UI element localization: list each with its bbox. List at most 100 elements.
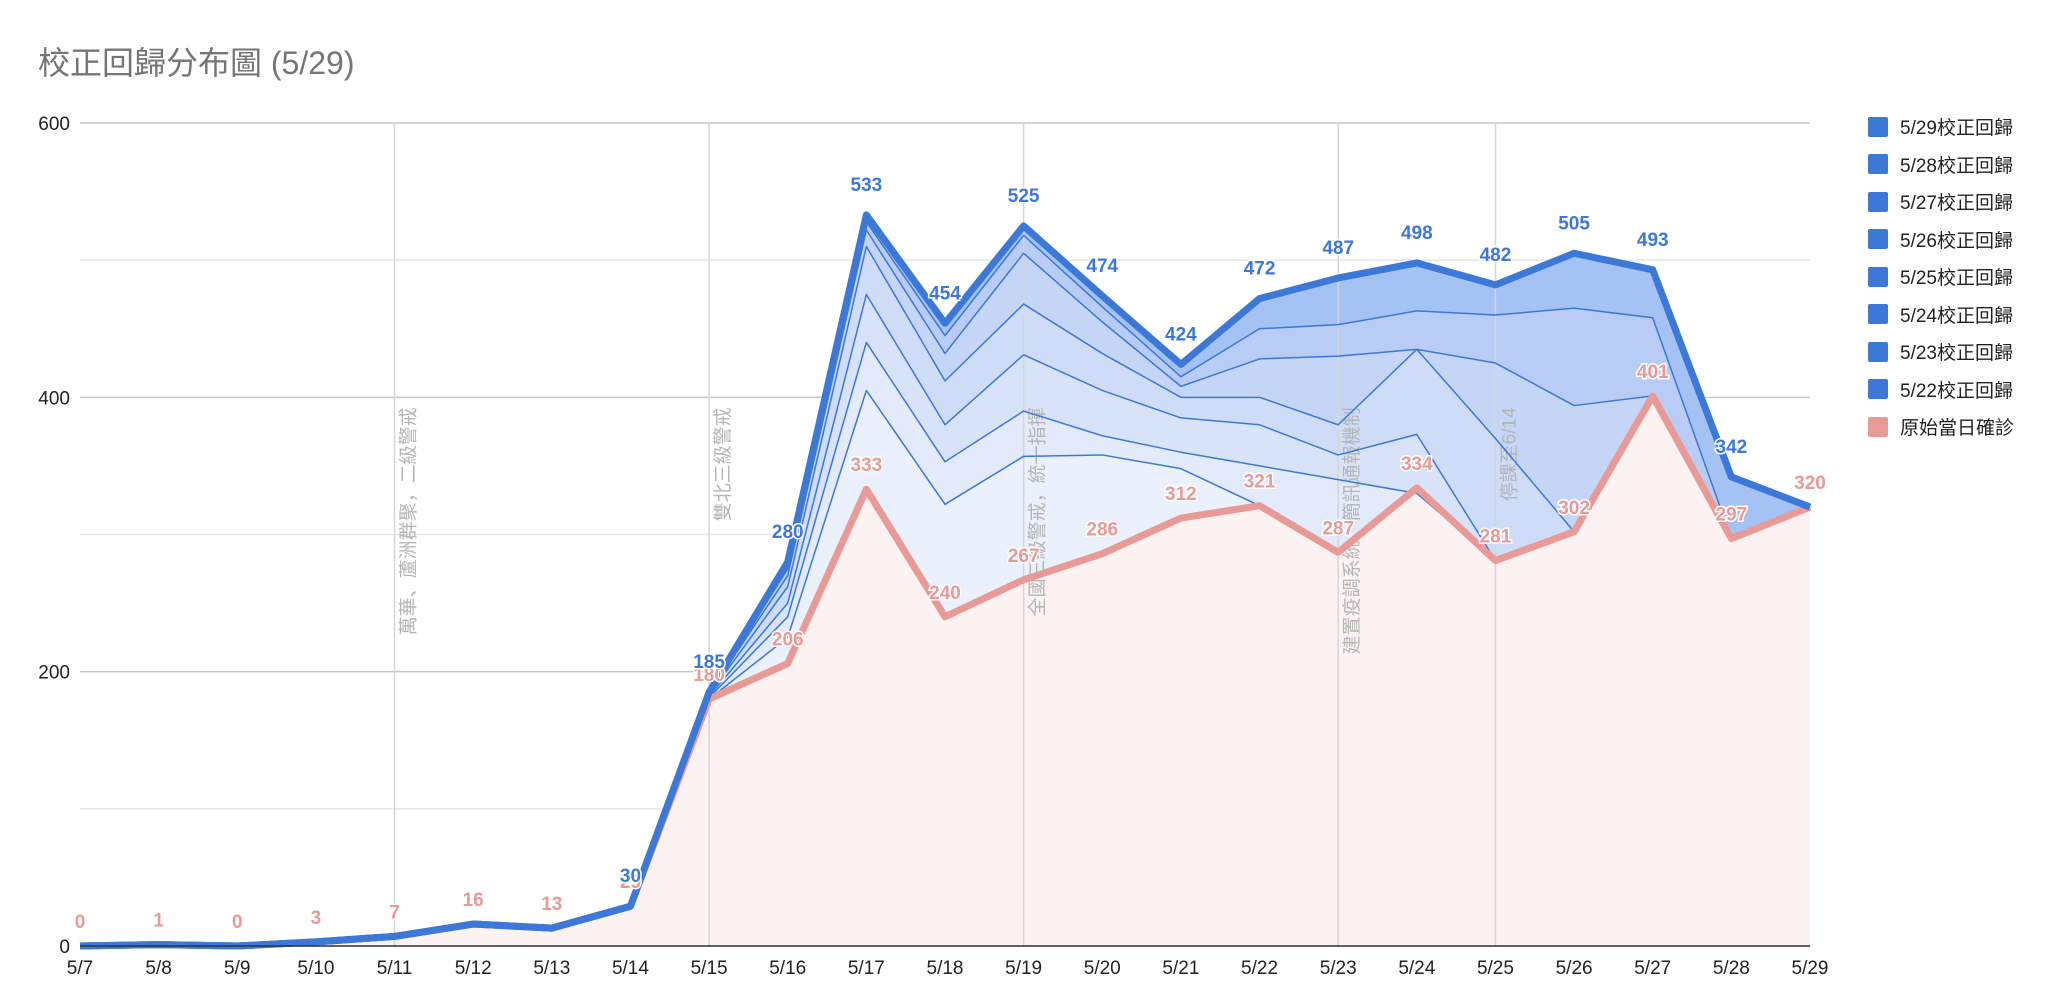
legend-label: 5/29校正回歸 [1900, 118, 2013, 140]
data-label-corrected: 533 [851, 175, 883, 196]
legend-swatch [1868, 116, 1888, 137]
x-tick-label: 5/14 [612, 958, 649, 979]
chart-title: 校正回歸分布圖 (5/29) [38, 45, 355, 81]
x-tick-label: 5/19 [1005, 958, 1042, 979]
data-label-original: 312 [1165, 484, 1197, 505]
y-tick-label: 0 [59, 937, 70, 958]
legend-label: 5/22校正回歸 [1900, 380, 2013, 402]
legend-label: 5/26校正回歸 [1900, 230, 2013, 252]
corrected-line-early [79, 902, 632, 950]
x-tick-label: 5/10 [297, 958, 334, 979]
legend-swatch [1868, 379, 1888, 400]
legend-item: 5/29校正回歸 [1868, 108, 2014, 146]
x-tick-label: 5/18 [927, 958, 964, 979]
data-label-original: 286 [1086, 520, 1118, 541]
legend-swatch [1868, 416, 1888, 437]
x-tick-label: 5/12 [455, 958, 492, 979]
legend-item: 5/25校正回歸 [1868, 258, 2014, 296]
legend-item: 5/27校正回歸 [1868, 183, 2014, 221]
data-label-original: 287 [1322, 518, 1354, 539]
x-tick-label: 5/24 [1398, 958, 1435, 979]
data-label-corrected: 482 [1480, 245, 1512, 266]
annotation-text: 全國三級警戒，統一指揮 [1027, 407, 1049, 616]
x-tick-label: 5/8 [145, 958, 171, 979]
legend-label: 原始當日確診 [1900, 418, 2015, 440]
x-tick-label: 5/27 [1634, 958, 1671, 979]
data-label-original: 1 [153, 911, 164, 932]
annotation-text: 雙北三級警戒 [712, 407, 734, 521]
data-label-original: 320 [1794, 473, 1826, 494]
data-label-corrected: 525 [1008, 186, 1040, 207]
data-label-original: 180 [693, 665, 725, 686]
legend-item: 5/23校正回歸 [1868, 333, 2014, 371]
data-label-corrected: 424 [1165, 324, 1197, 345]
legend: 5/29校正回歸 5/28校正回歸 5/27校正回歸 5/26校正回歸 5/25校正回歸… [1868, 108, 2014, 446]
data-label-corrected: 280 [772, 522, 804, 543]
data-label-original: 401 [1637, 362, 1669, 383]
x-tick-label: 5/11 [377, 958, 413, 979]
data-label-corrected: 185 [693, 652, 725, 673]
legend-label: 5/23校正回歸 [1900, 343, 2013, 365]
data-label-corrected: 472 [1244, 259, 1276, 280]
annotations: 萬華、蘆洲群聚，二級警戒 雙北三級警戒 全國三級警戒，統一指揮 建置疫調系統、簡訊通報… [393, 123, 1520, 946]
annotation-text: 建置疫調系統、簡訊通報機制 [1341, 407, 1363, 654]
axes: 0 200 400 600 5/7 5/8 5/9 5/10 5/11 5/12 5/13 5/14 5… [38, 114, 1828, 979]
data-labels: 0 1 0 3 7 16 13 29 180 206 333 240 267 286 312 321 287 33… [73, 173, 1827, 934]
data-label-corrected: 474 [1086, 256, 1118, 277]
x-tick-label: 5/28 [1713, 958, 1750, 979]
data-label-original: 3 [311, 908, 322, 929]
x-tick-label: 5/16 [769, 958, 806, 979]
data-label-original: 7 [389, 902, 400, 923]
legend-swatch [1868, 266, 1888, 287]
legend-swatch [1868, 229, 1888, 250]
legend-label: 5/24校正回歸 [1900, 305, 2013, 327]
data-label-original: 267 [1008, 546, 1040, 567]
legend-item: 原始當日確診 [1868, 408, 2014, 446]
x-tick-label: 5/9 [224, 958, 250, 979]
data-label-corrected: 505 [1558, 213, 1590, 234]
legend-item: 5/26校正回歸 [1868, 221, 2014, 259]
annotation-text: 萬華、蘆洲群聚，二級警戒 [398, 407, 420, 635]
y-tick-label: 400 [38, 388, 70, 409]
x-tick-label: 5/15 [691, 958, 728, 979]
data-label-original: 297 [1716, 505, 1748, 526]
legend-item: 5/24校正回歸 [1868, 296, 2014, 334]
x-tick-label: 5/23 [1320, 958, 1357, 979]
x-tick-label: 5/21 [1162, 958, 1199, 979]
data-label-original: 333 [851, 455, 883, 476]
x-tick-label: 5/26 [1556, 958, 1593, 979]
data-label-original: 0 [232, 912, 243, 933]
x-tick-label: 5/7 [67, 958, 93, 979]
x-tick-label: 5/13 [533, 958, 570, 979]
data-label-corrected: 454 [929, 283, 961, 304]
data-label-original: 240 [929, 583, 961, 604]
legend-item: 5/22校正回歸 [1868, 371, 2014, 409]
legend-item: 5/28校正回歸 [1868, 146, 2014, 184]
data-label-original: 321 [1244, 472, 1276, 493]
area-original [80, 395, 1810, 946]
legend-swatch [1868, 341, 1888, 362]
area-fills [80, 214, 1810, 947]
data-label-original: 281 [1480, 527, 1512, 548]
data-label-corrected: 30 [620, 866, 641, 887]
data-label-original: 0 [75, 912, 86, 933]
data-label-original: 16 [463, 890, 484, 911]
series-lines [79, 211, 1812, 950]
area-chart: 萬華、蘆洲群聚，二級警戒 雙北三級警戒 全國三級警戒，統一指揮 建置疫調系統、簡訊通報… [38, 114, 1828, 979]
data-label-original: 13 [541, 894, 562, 915]
data-label-original: 29 [620, 872, 641, 893]
x-tick-label: 5/20 [1084, 958, 1121, 979]
legend-label: 5/28校正回歸 [1900, 155, 2013, 177]
legend-label: 5/25校正回歸 [1900, 268, 2013, 290]
legend-swatch [1868, 304, 1888, 325]
x-tick-label: 5/25 [1477, 958, 1514, 979]
x-tick-label: 5/22 [1241, 958, 1278, 979]
data-label-original: 302 [1558, 498, 1590, 519]
data-label-corrected: 487 [1322, 238, 1354, 259]
legend-swatch [1868, 154, 1888, 175]
y-tick-label: 600 [38, 114, 70, 135]
legend-label: 5/27校正回歸 [1900, 193, 2013, 215]
data-label-corrected: 498 [1401, 223, 1433, 244]
data-label-original: 334 [1401, 454, 1433, 475]
x-tick-label: 5/29 [1792, 958, 1829, 979]
